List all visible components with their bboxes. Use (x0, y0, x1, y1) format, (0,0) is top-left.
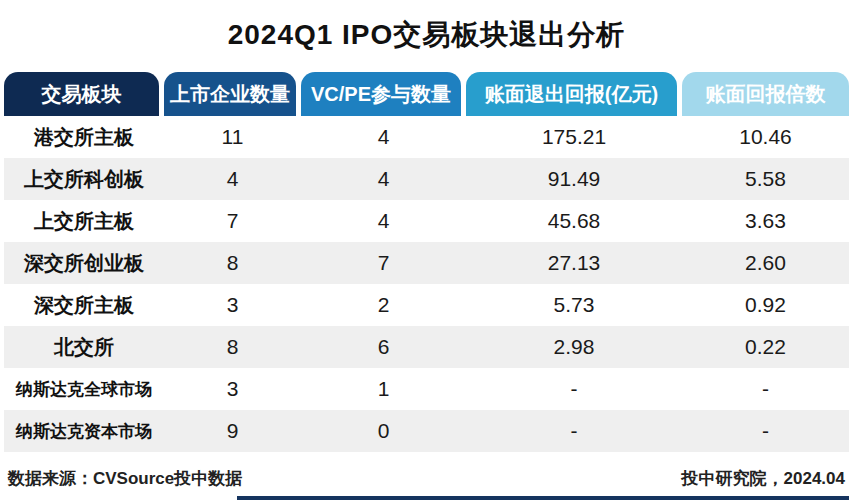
column-header-return: 账面退出回报(亿元) (466, 72, 677, 116)
table-row: 纳斯达克资本市场90-- (4, 410, 849, 452)
cell-listed: 7 (164, 200, 301, 242)
infographic-table-page: 2024Q1 IPO交易板块退出分析 交易板块 上市企业数量 VC/PE参与数量… (0, 0, 853, 500)
cell-return: 5.73 (466, 284, 682, 326)
cell-return: - (466, 410, 682, 452)
cell-vcpe: 4 (301, 158, 466, 200)
cell-multiple: 2.60 (682, 242, 849, 284)
cell-vcpe: 4 (301, 200, 466, 242)
cell-vcpe: 0 (301, 410, 466, 452)
cell-listed: 4 (164, 158, 301, 200)
table-row: 上交所科创板4491.495.58 (4, 158, 849, 200)
table-row: 纳斯达克全球市场31-- (4, 368, 849, 410)
cell-vcpe: 1 (301, 368, 466, 410)
column-header-board: 交易板块 (4, 72, 159, 116)
cell-vcpe: 2 (301, 284, 466, 326)
board-name: 上交所主板 (4, 200, 164, 242)
column-header-multiple: 账面回报倍数 (682, 72, 849, 116)
table-body: 港交所主板114175.2110.46上交所科创板4491.495.58上交所主… (4, 116, 849, 452)
cell-return: 2.98 (466, 326, 682, 368)
cell-multiple: 0.92 (682, 284, 849, 326)
board-name: 港交所主板 (4, 116, 164, 158)
table-row: 北交所862.980.22 (4, 326, 849, 368)
cell-listed: 8 (164, 326, 301, 368)
credit-label: 投中研究院，2024.04 (682, 467, 845, 490)
cell-return: 91.49 (466, 158, 682, 200)
cell-multiple: 5.58 (682, 158, 849, 200)
data-source-label: 数据来源：CVSource投中数据 (8, 467, 242, 490)
cell-multiple: 3.63 (682, 200, 849, 242)
cell-vcpe: 7 (301, 242, 466, 284)
cell-return: 175.21 (466, 116, 682, 158)
footer: 数据来源：CVSource投中数据 投中研究院，2024.04 (8, 464, 845, 492)
board-name: 深交所创业板 (4, 242, 164, 284)
table-row: 上交所主板7445.683.63 (4, 200, 849, 242)
board-name: 上交所科创板 (4, 158, 164, 200)
cell-multiple: - (682, 410, 849, 452)
page-title: 2024Q1 IPO交易板块退出分析 (0, 0, 853, 70)
cell-listed: 9 (164, 410, 301, 452)
table-row: 深交所主板325.730.92 (4, 284, 849, 326)
cell-vcpe: 4 (301, 116, 466, 158)
cell-return: - (466, 368, 682, 410)
table-row: 深交所创业板8727.132.60 (4, 242, 849, 284)
board-name: 纳斯达克资本市场 (4, 410, 164, 452)
cell-vcpe: 6 (301, 326, 466, 368)
cell-listed: 8 (164, 242, 301, 284)
column-header-listed: 上市企业数量 (164, 72, 296, 116)
bottom-accent-bar (237, 496, 849, 500)
cell-return: 45.68 (466, 200, 682, 242)
cell-return: 27.13 (466, 242, 682, 284)
exit-analysis-table: 交易板块 上市企业数量 VC/PE参与数量 账面退出回报(亿元) 账面回报倍数 … (4, 72, 849, 452)
cell-listed: 3 (164, 368, 301, 410)
column-header-vcpe: VC/PE参与数量 (301, 72, 461, 116)
cell-multiple: 0.22 (682, 326, 849, 368)
cell-multiple: 10.46 (682, 116, 849, 158)
table-row: 港交所主板114175.2110.46 (4, 116, 849, 158)
board-name: 纳斯达克全球市场 (4, 368, 164, 410)
table-header-row: 交易板块 上市企业数量 VC/PE参与数量 账面退出回报(亿元) 账面回报倍数 (4, 72, 849, 116)
board-name: 深交所主板 (4, 284, 164, 326)
cell-multiple: - (682, 368, 849, 410)
board-name: 北交所 (4, 326, 164, 368)
cell-listed: 3 (164, 284, 301, 326)
cell-listed: 11 (164, 116, 301, 158)
